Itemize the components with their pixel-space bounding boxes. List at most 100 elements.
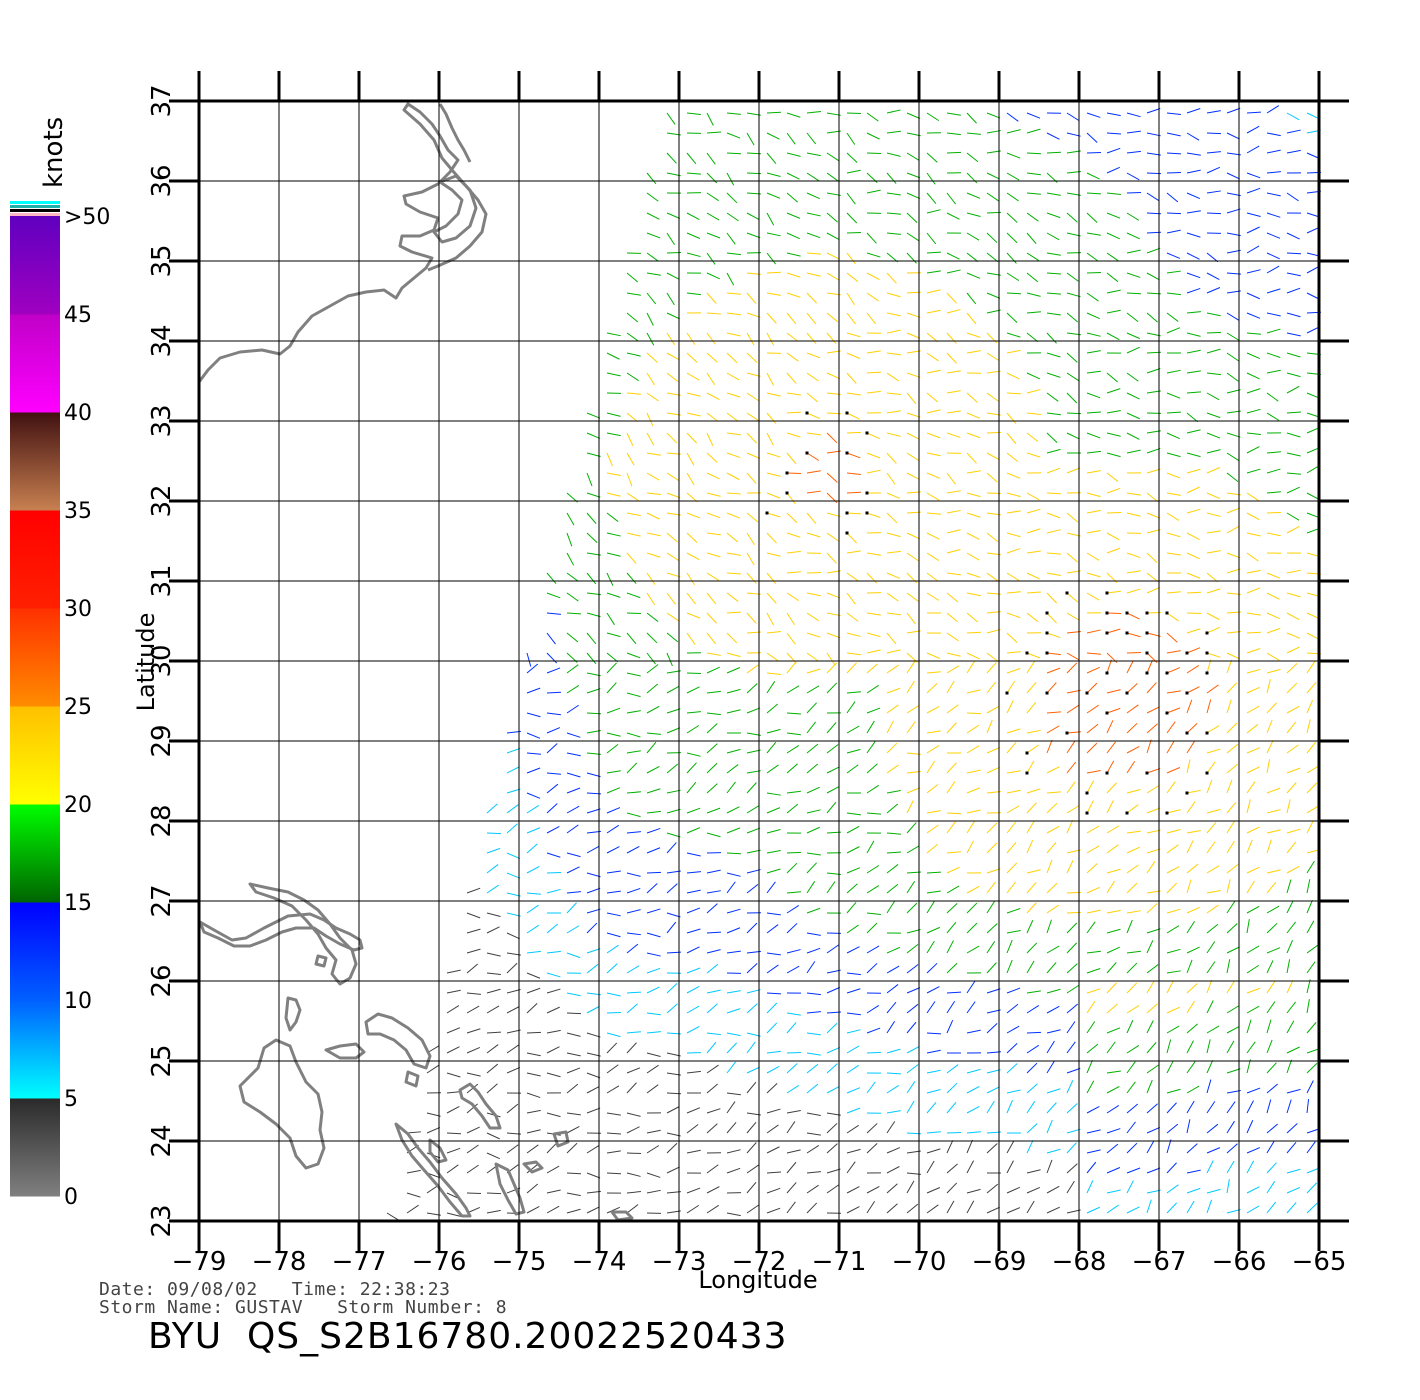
wind-vector (926, 1187, 941, 1194)
wind-vector (866, 720, 875, 734)
wind-vector (706, 1032, 721, 1036)
wind-vector (1286, 592, 1301, 598)
wind-vector (966, 232, 980, 241)
wind-vector (1186, 552, 1200, 560)
wind-vector (1266, 1062, 1277, 1074)
wind-vector (586, 808, 601, 814)
wind-vector (1166, 908, 1181, 914)
wind-vector (1306, 860, 1315, 874)
wind-vector (646, 1052, 661, 1058)
wind-vector (1106, 1041, 1116, 1054)
wind-vector (886, 1147, 901, 1154)
wind-vector (966, 631, 982, 634)
wind-vector (1286, 939, 1294, 954)
wind-vector (1126, 570, 1141, 574)
wind-vector (786, 685, 800, 694)
wind-vector (946, 1182, 958, 1194)
wind-vector (1106, 962, 1117, 974)
wind-vector (986, 452, 1000, 461)
wind-vector (1186, 920, 1196, 934)
rain-flag (785, 491, 789, 495)
wind-vector (1106, 760, 1115, 774)
wind-vector (1266, 740, 1274, 754)
wind-vector (706, 392, 720, 401)
wind-vector (766, 1002, 778, 1014)
wind-vector (1306, 999, 1310, 1014)
wind-vector (866, 371, 882, 374)
wind-vector (606, 512, 619, 522)
wind-vector (1066, 761, 1077, 774)
wind-vector (926, 369, 941, 374)
wind-vector (1066, 312, 1079, 323)
wind-vector (806, 809, 821, 814)
wind-vector (846, 867, 861, 874)
wind-vector (706, 612, 717, 624)
wind-vector (766, 111, 782, 114)
wind-vector (1266, 1201, 1277, 1214)
wind-vector (1146, 108, 1161, 114)
wind-vector (1066, 1067, 1081, 1074)
wind-vector (1046, 1029, 1061, 1034)
wind-vector (866, 962, 878, 974)
wind-vector (866, 865, 880, 874)
rain-flag (1045, 651, 1049, 655)
wind-vector (946, 112, 961, 116)
wind-vector (1186, 879, 1192, 894)
wind-vector (1226, 552, 1241, 559)
wind-vector (906, 532, 920, 540)
wind-vector (1246, 332, 1261, 335)
wind-vector (1226, 840, 1235, 854)
wind-vector (726, 652, 741, 658)
wind-vector (1006, 1025, 1020, 1034)
wind-vector (1046, 529, 1061, 534)
wind-vector (1206, 725, 1220, 734)
wind-vector (1186, 664, 1200, 674)
wind-vector (1086, 332, 1101, 337)
wind-vector (946, 432, 961, 438)
wind-vector (646, 372, 655, 386)
wind-vector (886, 742, 898, 754)
wind-vector (1186, 370, 1201, 374)
rain-flag (865, 511, 869, 515)
wind-vector (1286, 525, 1300, 534)
wind-vector (766, 392, 781, 397)
wind-vector (886, 452, 897, 464)
wind-vector (1086, 132, 1098, 143)
wind-vector (1246, 172, 1261, 179)
wind-vector (726, 950, 741, 954)
wind-vector (1046, 232, 1060, 241)
wind-vector (846, 701, 856, 714)
wind-vector (1166, 591, 1181, 594)
wind-vector (986, 532, 999, 543)
wind-vector (526, 687, 541, 694)
wind-vector (1086, 800, 1094, 814)
wind-vector (1066, 849, 1081, 854)
wind-vector (866, 612, 881, 616)
wind-vector (686, 1107, 701, 1114)
wind-vector (1166, 707, 1181, 714)
wind-vector (1086, 450, 1101, 454)
wind-vector (1046, 841, 1057, 854)
wind-vector (866, 1200, 876, 1214)
wind-vector (586, 688, 601, 694)
wind-vector (526, 865, 540, 874)
rain-flag (1145, 651, 1149, 655)
wind-vector (686, 532, 698, 544)
wind-vector (466, 1144, 479, 1154)
wind-vector (1226, 172, 1240, 180)
wind-vector (766, 152, 777, 165)
colorbar-label: 30 (64, 597, 92, 622)
wind-vector (866, 741, 876, 754)
wind-vector (1006, 212, 1018, 223)
wind-vector (646, 1084, 659, 1094)
wind-vector (806, 947, 821, 954)
wind-vector (826, 969, 841, 974)
wind-vector (806, 532, 821, 538)
wind-vector (1206, 1188, 1221, 1194)
wind-vector (1166, 392, 1181, 399)
wind-vector (606, 846, 620, 854)
wind-vector (1146, 785, 1160, 794)
rain-flag (1145, 671, 1149, 675)
wind-vector (546, 592, 561, 599)
wind-vector (986, 628, 1001, 634)
